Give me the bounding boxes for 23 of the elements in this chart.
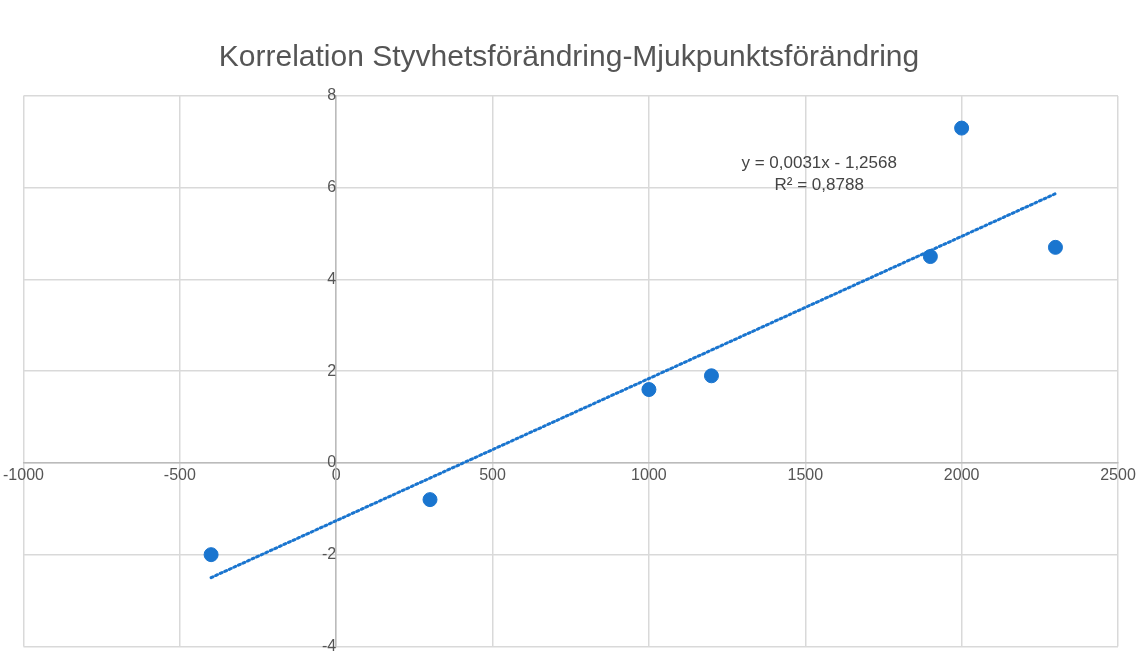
annotation: R² = 0,8788 — [774, 174, 864, 194]
x-tick-label: 500 — [479, 465, 506, 483]
y-tick-label: -2 — [321, 545, 337, 563]
y-tick-label: 4 — [327, 269, 337, 287]
x-tick-label: 2000 — [943, 465, 980, 483]
point — [641, 382, 657, 398]
x-tick-label: -1000 — [3, 465, 45, 483]
point — [1047, 239, 1063, 255]
point — [954, 120, 970, 136]
annotation: y = 0,0031x - 1,2568 — [741, 152, 897, 172]
point — [203, 547, 219, 563]
y-tick-label: -4 — [321, 636, 337, 654]
chart-title: Korrelation Styvhetsförändring-Mjukpunktsförändring — [218, 39, 920, 73]
point — [422, 492, 438, 508]
point — [922, 249, 938, 265]
x-tick-label: -500 — [163, 465, 196, 483]
x-tick-label: 1500 — [787, 465, 824, 483]
point — [703, 368, 719, 384]
y-tick-label: 8 — [327, 86, 337, 104]
x-tick-label: 1000 — [631, 465, 667, 483]
x-tick-label: 2500 — [1100, 465, 1136, 483]
y-tick-label: 6 — [327, 178, 337, 196]
y-tick-label: 2 — [327, 361, 337, 379]
